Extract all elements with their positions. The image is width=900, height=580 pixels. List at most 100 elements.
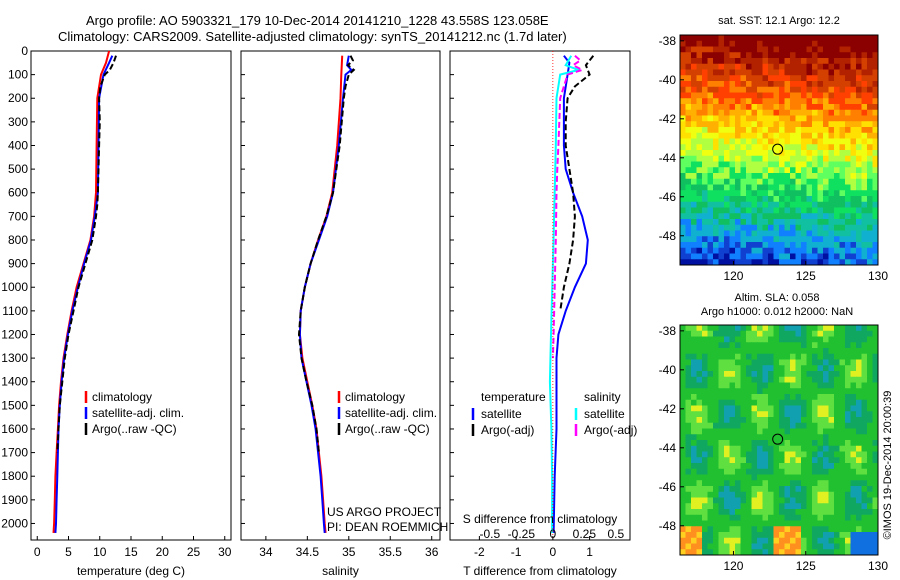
sla_map-cell [839,394,846,401]
sla_map-cell [740,468,747,475]
sst_map-cell [724,230,730,237]
sla_map-cell [806,543,813,550]
sla_map-cell [867,342,873,349]
sla_map-cell [735,405,741,412]
sst_map-cell [856,253,862,260]
sla_map-cell [773,330,780,337]
sla_map-cell [801,371,807,378]
sla_map-cell [757,549,763,556]
sla_map-cell [724,411,730,418]
sst_map-cell [790,190,796,197]
sst_map-cell [856,63,862,70]
sst_map-cell [713,75,719,82]
sla_map-cell [680,371,686,378]
sst_map-cell [812,213,818,220]
sla_map-cell [751,405,758,412]
sst_map-cell [735,121,741,128]
sla_map-cell [856,480,862,487]
sla_map-cell [828,417,835,424]
sla_map-cell [735,532,741,539]
sst_map-cell [762,75,769,82]
sst_map-cell [718,86,725,93]
sst_map-cell [867,75,873,82]
sst_map-cell [685,40,692,47]
sst_map-cell [773,207,780,214]
sst_map-cell [762,196,769,203]
sst_map-cell [696,236,703,243]
sst_map-cell [867,58,873,65]
sla_map-cell [812,399,818,406]
sst_map-cell [702,224,708,231]
sst_map-cell [751,190,758,197]
sst_map-cell [845,81,851,88]
sla_map-cell [795,520,802,527]
sst_map-cell [779,127,785,134]
sst_map-cell [779,155,785,162]
sla_map-cell [746,480,752,487]
sst_map-cell [713,207,719,214]
sst_map-cell [828,196,835,203]
sla_map-cell [839,486,846,493]
sst_map-cell [828,155,835,162]
sla_map-cell [707,434,714,441]
sst_map-cell [834,98,840,105]
sla_map-cell [850,348,857,355]
sla_map-cell [872,376,879,383]
sla_map-cell [696,417,703,424]
sst_map-cell [812,184,818,191]
sla_map-cell [691,399,697,406]
sla_map-cell [795,468,802,475]
sla_map-cell [845,353,851,360]
sla_map-cell [784,497,791,504]
sla_map-cell [735,422,741,429]
sla_map-cell [817,486,824,493]
sla_map-cell [696,514,703,521]
sst_map-cell [795,75,802,82]
sla_map-cell [680,325,686,332]
sst_map-cell [713,213,719,220]
sla_map-cell [812,428,818,435]
sst_map-cell [724,138,730,145]
sla_map-cell [861,428,868,435]
sla_map-cell [790,382,796,389]
sst_map-cell [680,259,686,266]
sst_map-cell [735,190,741,197]
sla_map-cell [812,468,818,475]
sst_map-cell [812,52,818,59]
sst_map-cell [856,230,862,237]
sla_map-cell [784,336,791,343]
sst_map-cell [718,219,725,226]
sst_map-cell [768,196,774,203]
sla_map-cell [691,434,697,441]
sst_map-cell [834,178,840,185]
sst_map-cell [713,178,719,185]
temperature-y-tick-label: 0 [21,44,28,58]
sla_map-cell [828,503,835,510]
salinity-x-tick-label: 34 [259,545,273,559]
sst_map-cell [768,219,774,226]
sst_map-cell [784,115,791,122]
sst_map-cell [691,242,697,249]
sst_map-cell [713,63,719,70]
sla_map-cell [702,526,708,533]
sla_map-cell [823,474,829,481]
sla_map-cell [867,428,873,435]
sla_map-cell [817,514,824,521]
sst_map-cell [867,190,873,197]
sst_map-cell [729,81,736,88]
sla_map-cell [867,382,873,389]
sst_map-cell [861,63,868,70]
sst_map-cell [762,86,769,93]
sla_map-cell [850,434,857,441]
sst_map-cell [817,115,824,122]
sla_map-cell [795,405,802,412]
sst_map-cell [834,167,840,174]
sla_map-cell [773,411,780,418]
sst_map-cell [828,40,835,47]
sst_map-cell [861,81,868,88]
sst_map-cell [696,40,703,47]
sla_map-cell [702,532,708,539]
sla_map-cell [691,353,697,360]
sst_map-cell [724,190,730,197]
